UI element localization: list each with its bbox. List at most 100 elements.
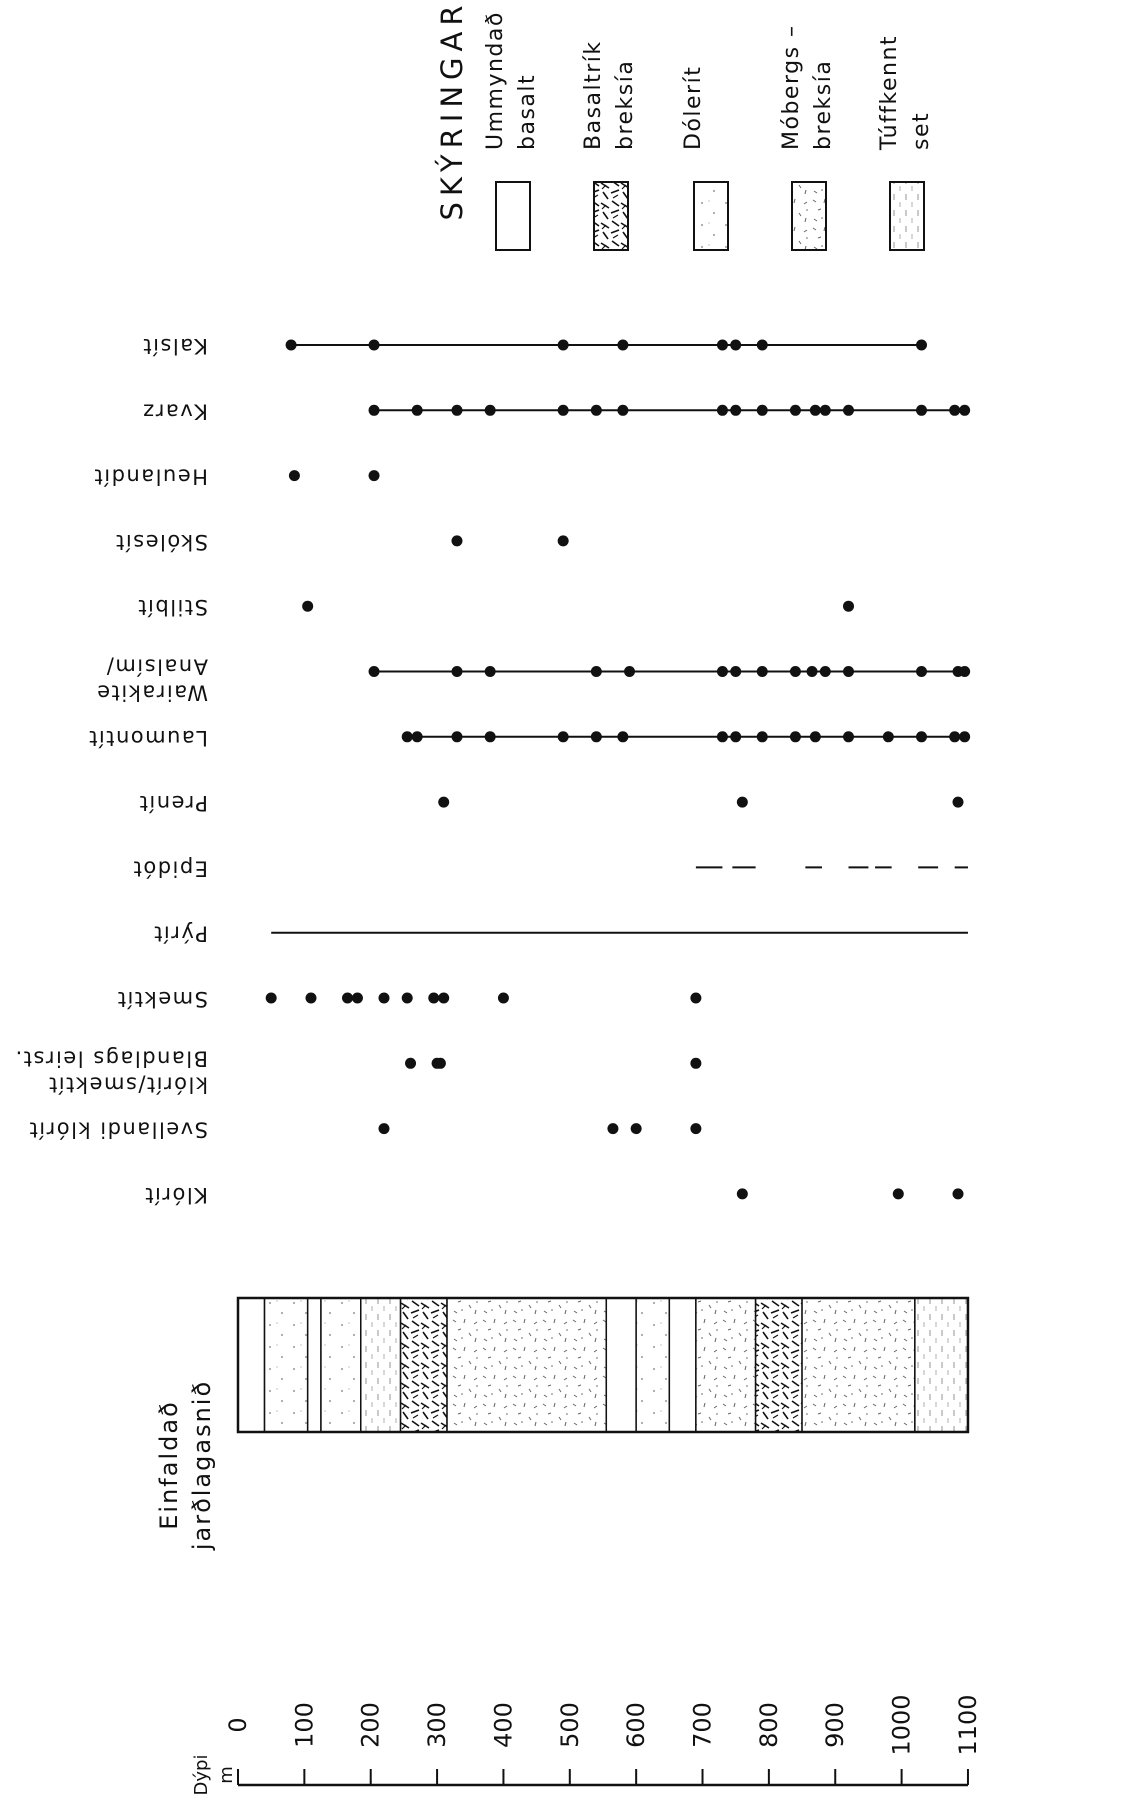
occurrence-point	[405, 1057, 417, 1069]
occurrence-point	[411, 731, 423, 743]
depth-tick-label: 500	[556, 1702, 584, 1748]
occurrence-point	[434, 1057, 446, 1069]
occurrence-point	[451, 404, 463, 416]
section-frame	[236, 1296, 970, 1434]
section-layer	[237, 1297, 266, 1433]
occurrence-point	[756, 339, 768, 351]
occurrence-point	[916, 731, 928, 743]
occurrence-point	[959, 666, 971, 677]
section-layer	[635, 1297, 671, 1433]
mineral-row-svellandi-klorit: Svellandi klórít	[28, 1118, 702, 1142]
occurrence-point	[630, 1123, 642, 1135]
legend-label-line1: Basaltrík	[581, 40, 606, 150]
section-layer	[306, 1297, 322, 1433]
section-layer	[914, 1297, 969, 1433]
legend-item-ummynda: Ummyndað basalt	[483, 11, 540, 251]
section-layer	[801, 1297, 916, 1433]
depth-tick-label: 700	[689, 1702, 717, 1748]
occurrence-point	[617, 339, 629, 351]
mineral-label: Blandlags leirst.	[14, 1046, 208, 1070]
section-layer	[399, 1297, 448, 1433]
occurrence-point	[789, 404, 801, 416]
occurrence-point	[730, 666, 742, 677]
occurrence-point	[484, 404, 496, 416]
occurrence-point	[557, 731, 569, 743]
occurrence-point	[368, 666, 380, 677]
occurrence-point	[305, 992, 317, 1004]
occurrence-point	[959, 731, 971, 743]
legend-title: SKÝRINGAR	[435, 0, 469, 220]
occurrence-point	[809, 731, 821, 743]
occurrence-point	[916, 339, 928, 351]
occurrence-point	[378, 1123, 390, 1135]
occurrence-point	[497, 992, 509, 1004]
occurrence-point	[882, 731, 894, 743]
mineral-label-line2: Wairakite	[96, 681, 208, 705]
occurrence-point	[952, 1188, 964, 1200]
mineral-row-klorit: Klórít	[144, 1183, 964, 1207]
occurrence-point	[411, 404, 423, 416]
section-layer	[668, 1297, 697, 1433]
section-layer	[263, 1297, 309, 1433]
simplified-section: Einfaldað jarðlagasnið	[155, 1296, 970, 1551]
legend-label-line2: set	[909, 112, 934, 150]
legend-swatch	[495, 181, 531, 251]
occurrence-point	[806, 666, 818, 677]
section-layer	[446, 1297, 608, 1433]
occurrence-point	[730, 339, 742, 351]
legend-label-line2: breksía	[811, 60, 836, 150]
occurrence-point	[451, 731, 463, 743]
occurrence-point	[401, 731, 413, 743]
occurrence-point	[949, 404, 961, 416]
occurrence-point	[368, 470, 380, 482]
section-label-line1: Einfaldað	[155, 1400, 183, 1530]
mineral-label: Skólesít	[115, 530, 208, 554]
occurrence-point	[809, 404, 821, 416]
occurrence-point	[892, 1188, 904, 1200]
occurrence-point	[341, 992, 353, 1004]
occurrence-point	[736, 1188, 748, 1200]
occurrence-point	[557, 535, 569, 547]
mineral-label: Epidót	[132, 856, 208, 880]
depth-axis-label: Dýpi	[191, 1755, 212, 1796]
legend-swatch	[889, 181, 925, 251]
occurrence-point	[716, 666, 728, 677]
legend-item-tuffkennt: Túffkennt set	[877, 35, 934, 251]
mineral-label: Kalsít	[142, 334, 208, 358]
occurrence-point	[451, 535, 463, 547]
occurrence-point	[351, 992, 363, 1004]
occurrence-point	[438, 992, 450, 1004]
occurrence-point	[756, 404, 768, 416]
occurrence-point	[756, 731, 768, 743]
legend-label-line1: Dólerít	[681, 66, 706, 150]
mineral-row-heulandit: Heulandít	[93, 465, 380, 489]
occurrence-point	[819, 404, 831, 416]
occurrence-point	[288, 470, 300, 482]
mineral-label-line2: klórít/smektít	[48, 1072, 208, 1096]
mineral-row-epidot: Epidót	[132, 856, 968, 880]
occurrence-point	[730, 404, 742, 416]
occurrence-point	[736, 796, 748, 808]
occurrence-point	[607, 1123, 619, 1135]
legend-label-line2: breksía	[613, 60, 638, 150]
mineral-label: Analsím/	[105, 655, 208, 679]
occurrence-point	[451, 666, 463, 677]
occurrence-point	[484, 731, 496, 743]
mineral-row-skolesit: Skólesít	[115, 530, 569, 554]
occurrence-point	[819, 666, 831, 677]
depth-tick-label: 800	[755, 1702, 783, 1748]
legend-swatch	[791, 181, 827, 251]
occurrence-point	[590, 404, 602, 416]
section-layer	[320, 1297, 362, 1433]
occurrence-point	[952, 796, 964, 808]
occurrence-point	[302, 600, 314, 612]
mineral-row-pyrit: Pýrít	[153, 922, 968, 946]
occurrence-point	[285, 339, 297, 351]
legend: SKÝRINGAR Ummyndað basalt Basaltrík breksía…	[435, 0, 934, 251]
occurrence-point	[557, 404, 569, 416]
legend-label-line1: Móbergs –	[779, 24, 804, 150]
occurrence-point	[690, 1057, 702, 1069]
mineral-label: Laumontít	[88, 726, 208, 750]
legend-label-line1: Túffkennt	[877, 35, 902, 151]
